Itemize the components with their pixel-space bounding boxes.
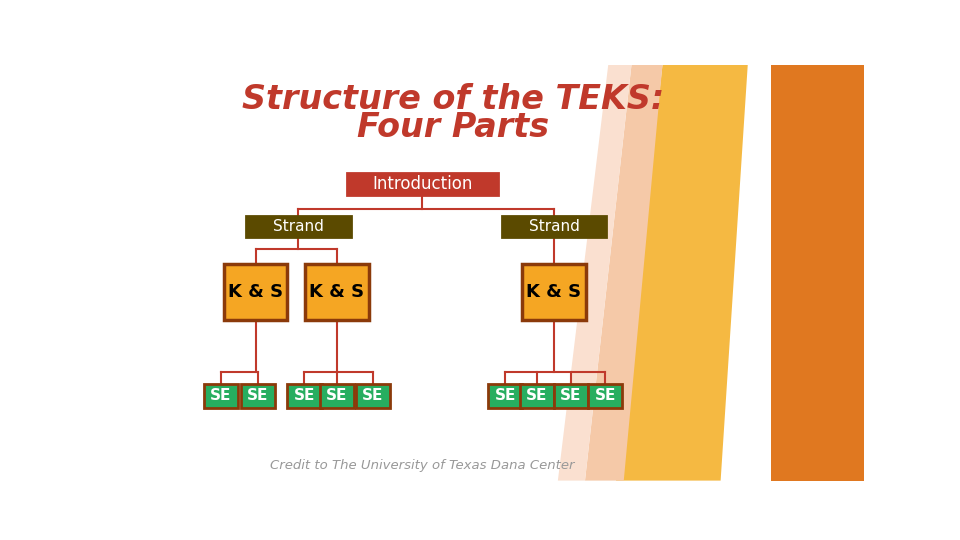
Bar <box>554 383 588 408</box>
Text: Four Parts: Four Parts <box>357 111 549 144</box>
Text: SE: SE <box>594 388 615 403</box>
Text: SE: SE <box>248 388 269 403</box>
Bar <box>305 264 369 320</box>
Bar <box>241 383 275 408</box>
Text: K & S: K & S <box>309 283 365 301</box>
Bar <box>520 383 554 408</box>
Text: SE: SE <box>526 388 547 403</box>
Text: Strand: Strand <box>273 219 324 234</box>
Text: K & S: K & S <box>526 283 582 301</box>
Text: SE: SE <box>210 388 231 403</box>
Bar <box>355 383 390 408</box>
Bar <box>320 383 354 408</box>
Bar <box>488 383 522 408</box>
Bar <box>204 383 238 408</box>
Text: SE: SE <box>326 388 348 403</box>
Bar <box>588 383 622 408</box>
Bar <box>224 264 287 320</box>
Text: SE: SE <box>561 388 582 403</box>
Text: Strand: Strand <box>529 219 580 234</box>
Text: SE: SE <box>294 388 315 403</box>
Text: Introduction: Introduction <box>372 175 472 193</box>
Bar <box>522 264 586 320</box>
Bar <box>502 217 607 237</box>
Polygon shape <box>616 65 748 481</box>
Text: Credit to The University of Texas Dana Center: Credit to The University of Texas Dana C… <box>270 458 574 472</box>
Polygon shape <box>585 65 662 481</box>
Bar <box>347 173 498 195</box>
Bar <box>246 217 350 237</box>
Bar <box>287 383 322 408</box>
Text: Structure of the TEKS:: Structure of the TEKS: <box>242 83 664 116</box>
Text: SE: SE <box>362 388 383 403</box>
Text: K & S: K & S <box>228 283 283 301</box>
Polygon shape <box>558 65 632 481</box>
Polygon shape <box>771 65 864 481</box>
Text: SE: SE <box>494 388 516 403</box>
